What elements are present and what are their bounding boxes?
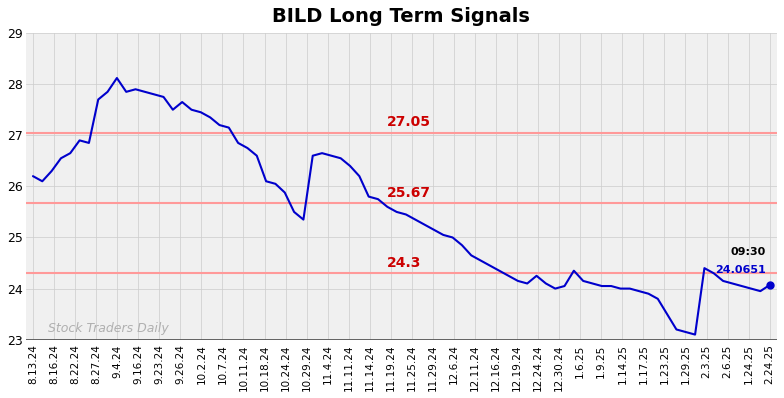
- Text: 25.67: 25.67: [387, 185, 430, 200]
- Text: Stock Traders Daily: Stock Traders Daily: [48, 322, 169, 335]
- Text: 09:30: 09:30: [731, 247, 766, 257]
- Text: 27.05: 27.05: [387, 115, 430, 129]
- Text: 24.3: 24.3: [387, 256, 421, 270]
- Text: 24.0651: 24.0651: [715, 265, 766, 275]
- Title: BILD Long Term Signals: BILD Long Term Signals: [272, 7, 530, 26]
